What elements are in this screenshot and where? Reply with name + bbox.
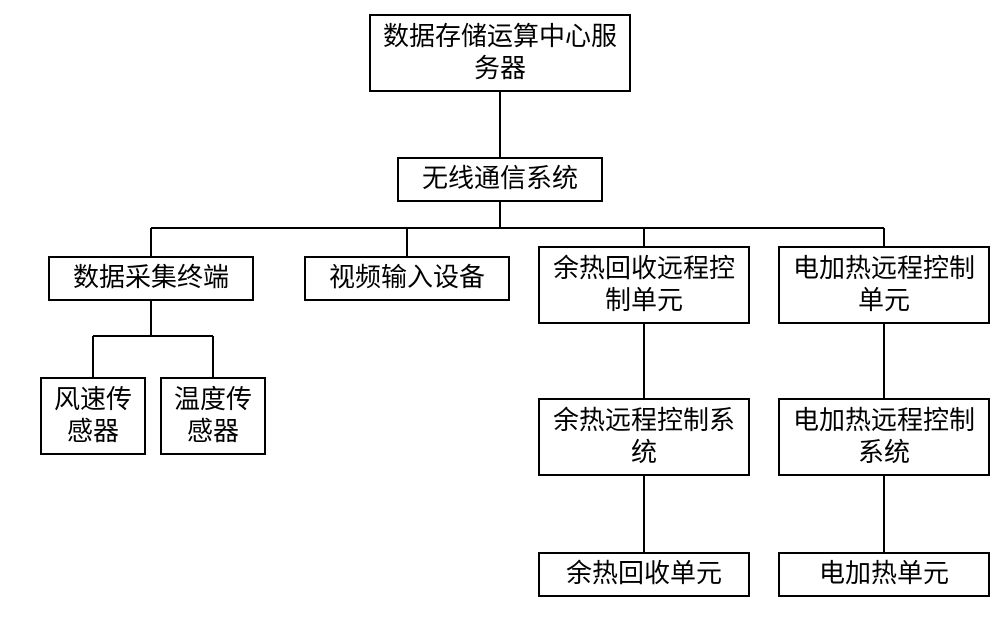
node-label: 视频输入设备 bbox=[329, 262, 485, 295]
node-root: 数据存储运算中心服务器 bbox=[369, 14, 631, 92]
node-label: 余热回收远程控制单元 bbox=[546, 253, 742, 318]
node-heat-sys: 余热远程控制系统 bbox=[538, 398, 750, 476]
node-elec-sys: 电加热远程控制系统 bbox=[778, 398, 990, 476]
node-label: 无线通信系统 bbox=[422, 163, 578, 196]
node-label: 数据存储运算中心服务器 bbox=[377, 21, 623, 86]
node-data-terminal: 数据采集终端 bbox=[48, 256, 254, 301]
node-label: 余热远程控制系统 bbox=[546, 405, 742, 470]
node-wind-sensor: 风速传感器 bbox=[40, 377, 146, 455]
node-label: 电加热远程控制单元 bbox=[786, 253, 982, 318]
node-video-in: 视频输入设备 bbox=[304, 256, 510, 301]
node-label: 温度传感器 bbox=[168, 384, 258, 449]
node-elec-ctrl: 电加热远程控制单元 bbox=[778, 246, 990, 324]
node-label: 电加热远程控制系统 bbox=[786, 405, 982, 470]
node-label: 电加热单元 bbox=[819, 558, 949, 591]
node-heat-ctrl: 余热回收远程控制单元 bbox=[538, 246, 750, 324]
node-heat-unit: 余热回收单元 bbox=[538, 552, 750, 597]
node-label: 数据采集终端 bbox=[73, 262, 229, 295]
node-elec-unit: 电加热单元 bbox=[778, 552, 990, 597]
node-label: 风速传感器 bbox=[48, 384, 138, 449]
node-temp-sensor: 温度传感器 bbox=[160, 377, 266, 455]
node-wireless: 无线通信系统 bbox=[397, 157, 603, 202]
node-label: 余热回收单元 bbox=[566, 558, 722, 591]
